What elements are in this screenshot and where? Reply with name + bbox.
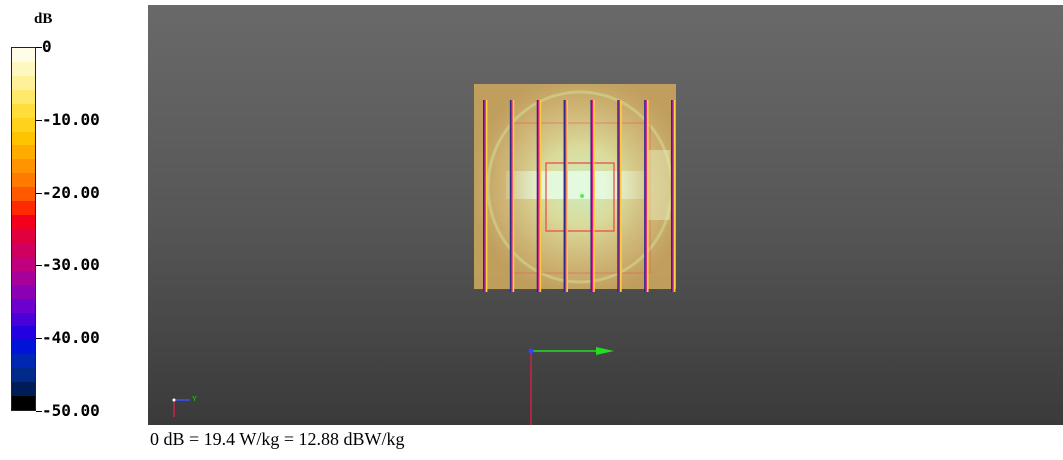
color-scale-tick bbox=[36, 193, 42, 194]
array-model[interactable] bbox=[474, 84, 676, 292]
dipole-rod bbox=[644, 100, 649, 292]
color-scale-segment bbox=[12, 284, 35, 300]
color-scale-tick-label: -40.00 bbox=[42, 328, 100, 347]
color-scale-segment bbox=[12, 242, 35, 258]
color-scale-tick bbox=[36, 47, 42, 48]
dipole-rod bbox=[483, 100, 488, 292]
orientation-axes-icon: Y bbox=[172, 396, 197, 417]
color-scale-segment bbox=[12, 340, 35, 355]
legend-unit-label: dB bbox=[34, 11, 53, 27]
color-scale-segment bbox=[12, 298, 35, 314]
color-scale-tick bbox=[36, 338, 42, 339]
color-scale-segment bbox=[12, 103, 35, 119]
color-scale-segment bbox=[12, 354, 35, 369]
color-scale-segment bbox=[12, 229, 35, 244]
color-scale-segment bbox=[12, 256, 35, 272]
color-scale-segment bbox=[12, 201, 35, 216]
x-axis-arrow-icon bbox=[596, 347, 614, 355]
coordinate-axes bbox=[528, 347, 614, 425]
color-scale-tick bbox=[36, 265, 42, 266]
color-scale-segment bbox=[12, 270, 35, 286]
color-scale-segment bbox=[12, 48, 35, 63]
dipole-rod bbox=[563, 100, 568, 292]
color-scale-segment bbox=[12, 187, 35, 202]
color-scale-segment bbox=[12, 215, 35, 230]
sar-reference-caption: 0 dB = 19.4 W/kg = 12.88 dBW/kg bbox=[150, 429, 405, 449]
color-scale-segment bbox=[12, 312, 35, 328]
color-scale-tick bbox=[36, 411, 42, 412]
color-scale-segment bbox=[12, 145, 35, 160]
color-scale-segment bbox=[12, 368, 35, 383]
sar-hot-band bbox=[506, 171, 646, 199]
color-scale-segment bbox=[12, 159, 35, 174]
color-scale-tick-label: -30.00 bbox=[42, 255, 100, 274]
color-scale-segment bbox=[12, 131, 35, 147]
color-scale-bar bbox=[11, 47, 36, 411]
color-scale-segment bbox=[12, 117, 35, 133]
color-scale-tick bbox=[36, 120, 42, 121]
sar-highlight-right bbox=[648, 150, 670, 220]
color-scale-segment bbox=[12, 173, 35, 188]
color-scale-segment bbox=[12, 61, 35, 77]
dipole-rod bbox=[509, 100, 515, 292]
dipole-rod bbox=[536, 100, 542, 292]
color-scale-segment bbox=[12, 326, 35, 341]
dipole-rods bbox=[483, 100, 676, 292]
dipole-rod bbox=[671, 100, 676, 292]
mini-axis-label: Y bbox=[192, 396, 197, 403]
color-scale-tick-label: -50.00 bbox=[42, 401, 100, 420]
dipole-rod bbox=[590, 100, 595, 292]
3d-viewport[interactable]: Y bbox=[148, 5, 1063, 425]
color-scale-segment bbox=[12, 89, 35, 105]
color-scale-tick-label: -20.00 bbox=[42, 183, 100, 202]
color-scale-segment bbox=[12, 75, 35, 91]
color-scale-tick-label: 0 bbox=[42, 37, 52, 56]
dipole-rod bbox=[617, 100, 622, 292]
color-scale-segment bbox=[12, 382, 35, 397]
peak-marker bbox=[580, 194, 584, 198]
color-scale-segment bbox=[12, 396, 35, 410]
axes-origin bbox=[528, 348, 534, 354]
sar-peak-inner-box bbox=[545, 162, 615, 232]
color-scale-tick-label: -10.00 bbox=[42, 110, 100, 129]
sar-render: Y bbox=[172, 84, 676, 425]
